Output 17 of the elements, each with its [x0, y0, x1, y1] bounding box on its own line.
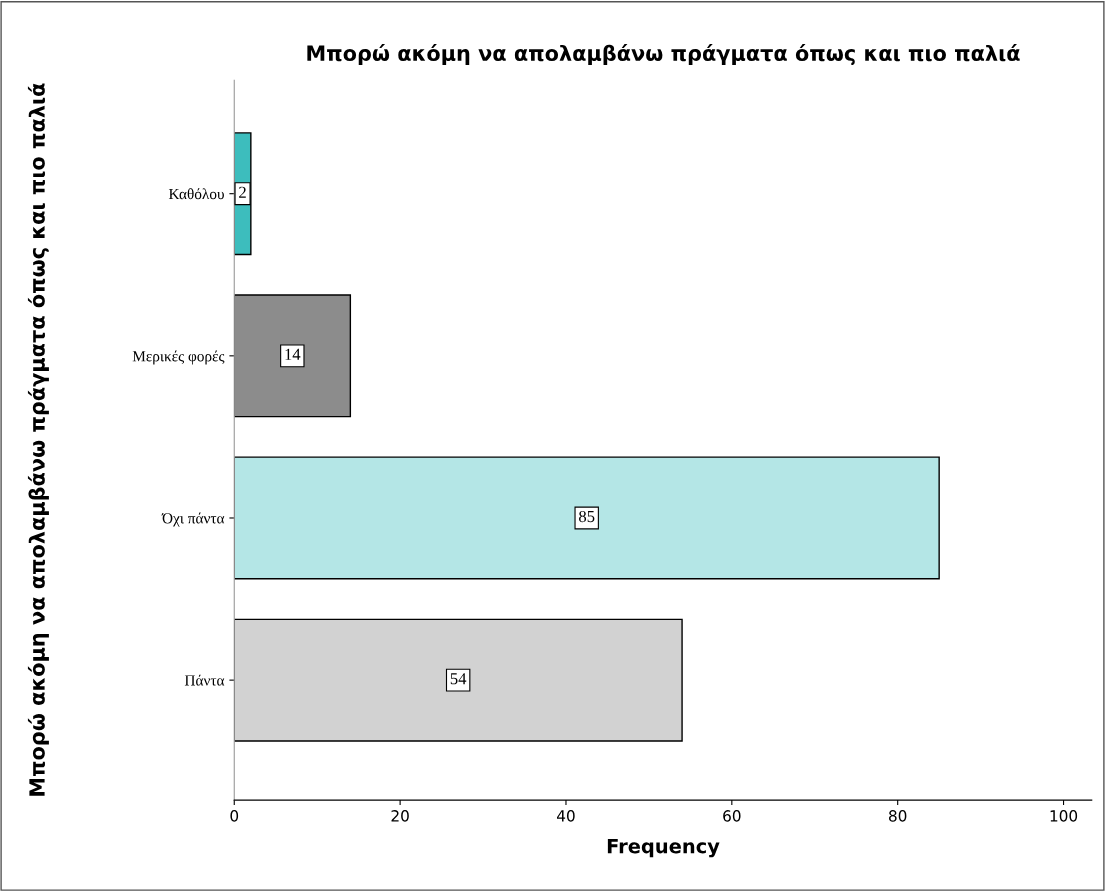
- data-label: 85: [579, 510, 595, 523]
- y-axis-title: Μπορώ ακόμη να απολαμβάνω πράγματα όπως και πιο παλιά: [27, 83, 49, 796]
- x-tick-label: 100: [1050, 810, 1078, 822]
- y-tick-label: Πάντα: [184, 674, 225, 686]
- x-tick-label: 60: [723, 810, 741, 822]
- x-tick-label: 0: [230, 810, 239, 822]
- y-tick-label: Καθόλου: [168, 188, 224, 200]
- x-axis-title: Frequency: [607, 838, 720, 858]
- x-tick-label: 40: [557, 810, 575, 822]
- data-label: 54: [450, 673, 467, 685]
- x-tick-label: 80: [889, 810, 907, 822]
- chart-title: Μπορώ ακόμη να απολαμβάνω πράγματα όπως και πιο παλιά: [307, 44, 1020, 66]
- data-label: 2: [239, 186, 246, 198]
- data-label: 14: [285, 348, 301, 360]
- y-tick-label: Όχι πάντα: [161, 512, 225, 527]
- x-tick-label: 20: [391, 810, 409, 822]
- y-tick-label: Μερικές φορές: [132, 350, 225, 365]
